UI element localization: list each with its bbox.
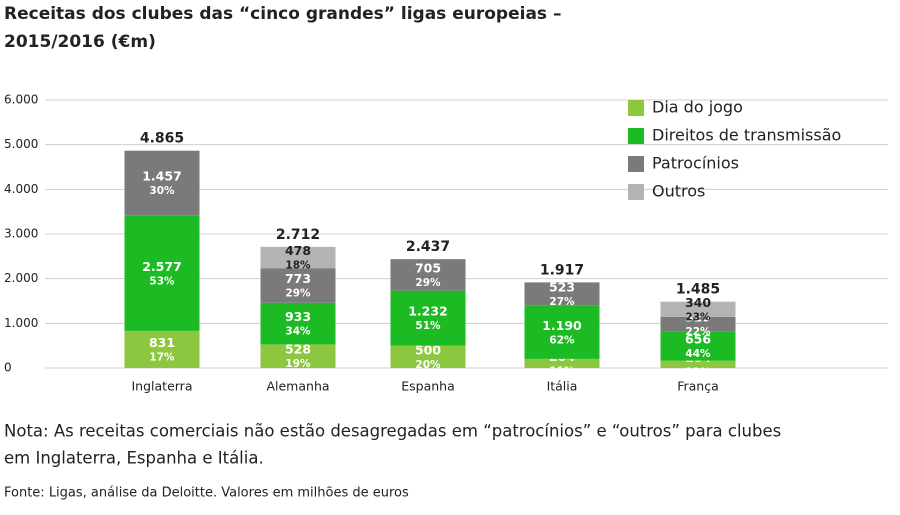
share-label: 27% (549, 296, 575, 308)
bar-segment (124, 215, 200, 331)
share-label: 62% (549, 334, 575, 346)
bar-segment (390, 345, 466, 368)
note: em Inglaterra, Espanha e Itália. (4, 449, 264, 468)
share-label: 19% (285, 358, 311, 370)
total-label: 4.865 (140, 131, 184, 147)
bar-segment (660, 360, 736, 368)
share-label: 51% (415, 320, 441, 332)
share-label: 30% (149, 185, 175, 197)
total-label: 2.437 (406, 239, 450, 255)
bar-segment (260, 302, 336, 345)
x-tick-label: Espanha (401, 379, 455, 394)
x-tick-label: Inglaterra (132, 379, 193, 394)
chart-subtitle: 2015/2016 (€m) (4, 32, 156, 52)
x-tick-label: França (677, 379, 719, 394)
value-label: 2.577 (142, 259, 182, 274)
value-label: 831 (149, 335, 175, 350)
share-label: 17% (149, 351, 175, 363)
bar-segment (660, 331, 736, 361)
bar-segment (260, 246, 336, 269)
legend-swatch (628, 100, 644, 116)
y-tick-label: 2.000 (4, 271, 38, 285)
share-label: 34% (285, 326, 311, 338)
total-label: 1.917 (540, 262, 584, 278)
source: Fonte: Ligas, análise da Deloitte. Valor… (4, 486, 409, 501)
share-label: 23% (685, 311, 711, 323)
bar-segment (660, 316, 736, 332)
bar-segment (390, 259, 466, 291)
legend-label: Dia do jogo (652, 98, 743, 117)
value-label: 1.190 (542, 318, 582, 333)
share-label: 44% (685, 348, 711, 360)
bar-segment (524, 305, 600, 359)
value-label: 705 (415, 260, 441, 275)
legend-label: Outros (652, 182, 705, 201)
share-label: 20% (415, 359, 441, 371)
bar-segment (390, 290, 466, 346)
share-label: 18% (285, 260, 311, 272)
legend-label: Patrocínios (652, 154, 739, 173)
value-label: 500 (415, 342, 441, 357)
y-tick-label: 5.000 (4, 137, 38, 151)
chart-title: Receitas dos clubes das “cinco grandes” … (4, 4, 561, 24)
legend-swatch (628, 156, 644, 172)
value-label: 1.457 (142, 169, 182, 184)
x-tick-label: Itália (547, 379, 578, 394)
value-label: 773 (285, 271, 311, 286)
value-label: 1.232 (408, 304, 448, 319)
bar-segment (660, 301, 736, 317)
value-label: 340 (685, 295, 711, 310)
y-tick-label: 3.000 (4, 227, 38, 241)
share-label: 53% (149, 275, 175, 287)
legend-swatch (628, 128, 644, 144)
y-tick-label: 0 (4, 361, 12, 375)
legend-label: Direitos de transmissão (652, 126, 841, 145)
y-tick-label: 1.000 (4, 316, 38, 330)
share-label: 11% (549, 365, 575, 377)
value-label: 528 (285, 342, 311, 357)
x-tick-label: Alemanha (266, 379, 329, 394)
value-label: 478 (285, 243, 311, 258)
share-label: 11% (685, 366, 711, 378)
value-label: 656 (685, 332, 711, 347)
legend-swatch (628, 184, 644, 200)
share-label: 29% (285, 287, 311, 299)
bar-segment (260, 344, 336, 368)
y-tick-label: 4.000 (4, 182, 38, 196)
share-label: 22% (685, 326, 711, 338)
bar-segment (524, 358, 600, 368)
total-label: 1.485 (676, 282, 720, 298)
bar-segment (524, 282, 600, 306)
value-label: 523 (549, 280, 575, 295)
note: Nota: As receitas comerciais não estão d… (4, 422, 781, 441)
bar-segment (260, 268, 336, 303)
bar-segment (124, 330, 200, 368)
y-tick-label: 6.000 (4, 93, 38, 107)
share-label: 29% (415, 277, 441, 289)
bar-segment (124, 150, 200, 216)
total-label: 2.712 (276, 227, 320, 243)
value-label: 933 (285, 309, 311, 324)
